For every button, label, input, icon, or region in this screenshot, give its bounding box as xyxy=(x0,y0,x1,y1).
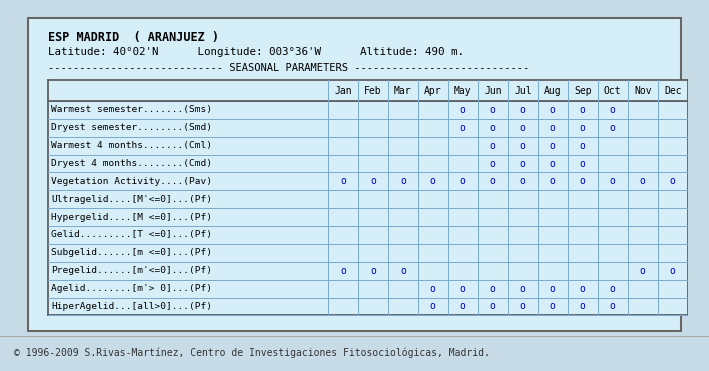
Text: Mar: Mar xyxy=(394,86,412,96)
Text: Jul: Jul xyxy=(514,86,532,96)
Bar xyxy=(48,137,688,155)
Text: o: o xyxy=(340,266,346,276)
Text: o: o xyxy=(550,302,556,312)
Text: o: o xyxy=(670,176,676,186)
Text: Warmest semester.......(Sms): Warmest semester.......(Sms) xyxy=(51,105,212,114)
Bar xyxy=(48,262,688,280)
Text: Warmest 4 months.......(Cml): Warmest 4 months.......(Cml) xyxy=(51,141,212,150)
Text: o: o xyxy=(490,176,496,186)
Text: Dec: Dec xyxy=(664,86,681,96)
Text: o: o xyxy=(520,141,525,151)
Text: Latitude: 40°02'N      Longitude: 003°36'W      Altitude: 490 m.: Latitude: 40°02'N Longitude: 003°36'W Al… xyxy=(48,47,464,57)
Text: Vegetation Activity....(Pav): Vegetation Activity....(Pav) xyxy=(51,177,212,186)
Text: ---------------------------- SEASONAL PARAMETERS ----------------------------: ---------------------------- SEASONAL PA… xyxy=(48,63,529,73)
Text: o: o xyxy=(460,105,466,115)
Text: o: o xyxy=(550,141,556,151)
Text: o: o xyxy=(520,123,525,133)
Text: Dryest 4 months........(Cmd): Dryest 4 months........(Cmd) xyxy=(51,159,212,168)
Text: o: o xyxy=(580,302,586,312)
Bar xyxy=(48,208,688,226)
Text: o: o xyxy=(460,283,466,293)
Text: o: o xyxy=(580,283,586,293)
Text: May: May xyxy=(454,86,471,96)
Text: o: o xyxy=(520,105,525,115)
Text: o: o xyxy=(610,105,615,115)
Text: o: o xyxy=(550,176,556,186)
Text: o: o xyxy=(460,123,466,133)
Text: o: o xyxy=(520,158,525,168)
Bar xyxy=(48,280,688,298)
Text: o: o xyxy=(430,283,436,293)
Text: o: o xyxy=(490,141,496,151)
Text: Gelid.........[T <=0]...(Pf): Gelid.........[T <=0]...(Pf) xyxy=(51,230,212,240)
Bar xyxy=(48,244,688,262)
Text: o: o xyxy=(490,105,496,115)
FancyBboxPatch shape xyxy=(28,18,681,331)
Text: o: o xyxy=(490,123,496,133)
Text: Subgelid......[m <=0]...(Pf): Subgelid......[m <=0]...(Pf) xyxy=(51,248,212,257)
Bar xyxy=(48,155,688,173)
Text: o: o xyxy=(550,158,556,168)
Text: o: o xyxy=(370,176,376,186)
Text: Jan: Jan xyxy=(334,86,352,96)
Text: o: o xyxy=(520,302,525,312)
Text: o: o xyxy=(610,283,615,293)
Text: Pregelid......[m'<=0]...(Pf): Pregelid......[m'<=0]...(Pf) xyxy=(51,266,212,275)
Text: o: o xyxy=(400,266,406,276)
Text: o: o xyxy=(460,176,466,186)
Bar xyxy=(48,101,688,119)
Text: Jun: Jun xyxy=(484,86,501,96)
Text: o: o xyxy=(580,123,586,133)
Text: o: o xyxy=(460,302,466,312)
Text: Dryest semester........(Smd): Dryest semester........(Smd) xyxy=(51,123,212,132)
Text: o: o xyxy=(520,176,525,186)
Text: Ultragelid....[M'<=0]...(Pf): Ultragelid....[M'<=0]...(Pf) xyxy=(51,195,212,204)
Bar xyxy=(48,119,688,137)
Text: Feb: Feb xyxy=(364,86,381,96)
Text: o: o xyxy=(580,176,586,186)
Text: o: o xyxy=(550,123,556,133)
Text: Agelid........[m'> 0]...(Pf): Agelid........[m'> 0]...(Pf) xyxy=(51,284,212,293)
Text: Apr: Apr xyxy=(424,86,442,96)
Text: o: o xyxy=(640,176,646,186)
Text: Nov: Nov xyxy=(634,86,652,96)
Text: o: o xyxy=(490,158,496,168)
Text: HiperAgelid...[all>0]...(Pf): HiperAgelid...[all>0]...(Pf) xyxy=(51,302,212,311)
Text: o: o xyxy=(610,123,615,133)
Bar xyxy=(48,80,688,315)
Text: o: o xyxy=(520,283,525,293)
Bar xyxy=(48,298,688,315)
Text: o: o xyxy=(430,302,436,312)
Bar xyxy=(48,173,688,190)
Text: o: o xyxy=(610,302,615,312)
Text: o: o xyxy=(640,266,646,276)
Text: o: o xyxy=(550,283,556,293)
Text: o: o xyxy=(430,176,436,186)
Bar xyxy=(48,190,688,208)
Text: o: o xyxy=(490,283,496,293)
Text: © 1996-2009 S.Rivas-Martínez, Centro de Investigaciones Fitosociológicas, Madrid: © 1996-2009 S.Rivas-Martínez, Centro de … xyxy=(14,347,490,358)
Text: o: o xyxy=(490,302,496,312)
Text: o: o xyxy=(580,158,586,168)
Text: o: o xyxy=(400,176,406,186)
Text: Sep: Sep xyxy=(574,86,591,96)
Text: Oct: Oct xyxy=(604,86,622,96)
Text: o: o xyxy=(580,105,586,115)
Text: o: o xyxy=(340,176,346,186)
Bar xyxy=(48,80,688,101)
Text: o: o xyxy=(550,105,556,115)
Bar xyxy=(48,226,688,244)
Text: ESP MADRID  ( ARANJUEZ ): ESP MADRID ( ARANJUEZ ) xyxy=(48,31,219,44)
Text: Hypergelid....[M <=0]...(Pf): Hypergelid....[M <=0]...(Pf) xyxy=(51,213,212,221)
Text: o: o xyxy=(580,141,586,151)
Text: o: o xyxy=(370,266,376,276)
Text: Aug: Aug xyxy=(544,86,562,96)
Text: o: o xyxy=(670,266,676,276)
Text: o: o xyxy=(610,176,615,186)
